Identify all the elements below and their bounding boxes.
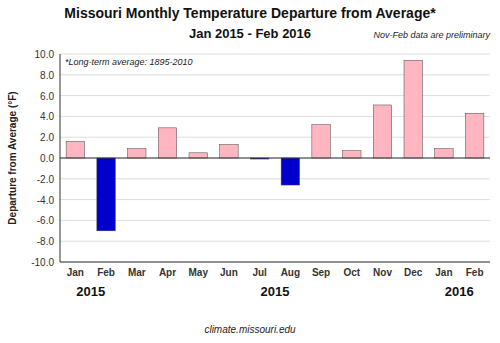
y-tick-label: -6.0 (37, 215, 55, 226)
y-tick-label: 2.0 (40, 132, 54, 143)
grid-line (60, 116, 490, 117)
y-tick-label: -2.0 (37, 174, 55, 185)
y-tick-label: 6.0 (40, 91, 54, 102)
year-label: 2016 (445, 284, 474, 299)
grid-line (60, 199, 490, 200)
x-tick-label: Jan (435, 267, 452, 278)
x-tick-label: Aug (281, 267, 300, 278)
title: Missouri Monthly Temperature Departure f… (64, 5, 436, 21)
y-axis-label: Departure from Average (°F) (7, 91, 18, 224)
bar (66, 141, 84, 158)
x-tick-label: May (188, 267, 208, 278)
x-tick-label: Feb (97, 267, 115, 278)
x-tick-label: Mar (128, 267, 146, 278)
bar (158, 128, 176, 158)
y-tick-label: 10.0 (35, 49, 55, 60)
bar (435, 149, 453, 158)
bar (404, 60, 422, 158)
chart: -10.0 -8.0 -6.0 -4.0 -2.0 0.0 2.0 4.0 6.0 8.0 10.0… (0, 0, 500, 343)
grid-line (60, 74, 490, 75)
annotation: climate.missouri.edu (204, 324, 296, 335)
x-tick-label: Dec (404, 267, 423, 278)
bar (220, 144, 238, 158)
grid-line (60, 220, 490, 221)
y-axis: -10.0 -8.0 -6.0 -4.0 -2.0 0.0 2.0 4.0 6.0 8.0 10.0 (31, 49, 490, 268)
y-tick-label: -10.0 (31, 257, 54, 268)
bar (343, 151, 361, 158)
bar (281, 158, 299, 185)
grid-line (60, 137, 490, 138)
bar (97, 158, 115, 231)
bar (312, 125, 330, 158)
year-label: 2015 (261, 284, 290, 299)
grid-line (60, 158, 490, 159)
x-tick-label: Apr (159, 267, 176, 278)
x-tick-label: Feb (466, 267, 484, 278)
annotation: *Long-term average: 1895-2010 (65, 57, 193, 67)
grid-line (60, 95, 490, 96)
grid-line (60, 241, 490, 242)
bar (373, 105, 391, 158)
grid-line (60, 54, 490, 55)
bar (189, 153, 207, 158)
zero-line (60, 158, 490, 159)
y-tick-label: -8.0 (37, 236, 55, 247)
bar (465, 113, 483, 158)
y-tick-label: -4.0 (37, 195, 55, 206)
x-tick-label: Oct (343, 267, 360, 278)
x-tick-label: Jun (220, 267, 238, 278)
bar (128, 149, 146, 158)
x-tick-label: Jul (252, 267, 267, 278)
x-tick-label: Nov (373, 267, 392, 278)
annotation: Nov-Feb data are preliminary (373, 30, 490, 40)
y-tick-label: 0.0 (40, 153, 54, 164)
x-axis-line (60, 262, 490, 263)
x-tick-label: Jan (67, 267, 84, 278)
grid-line (60, 262, 490, 263)
x-tick-label: Sep (312, 267, 330, 278)
y-tick-label: 4.0 (40, 111, 54, 122)
subtitle: Jan 2015 - Feb 2016 (189, 26, 311, 41)
year-label: 2015 (76, 284, 105, 299)
grid-line (60, 178, 490, 179)
y-tick-label: 8.0 (40, 70, 54, 81)
bars (66, 60, 484, 231)
x-axis: Jan Feb Mar Apr May Jun Jul Aug Sep Oct Nov Dec Jan F… (67, 267, 484, 278)
